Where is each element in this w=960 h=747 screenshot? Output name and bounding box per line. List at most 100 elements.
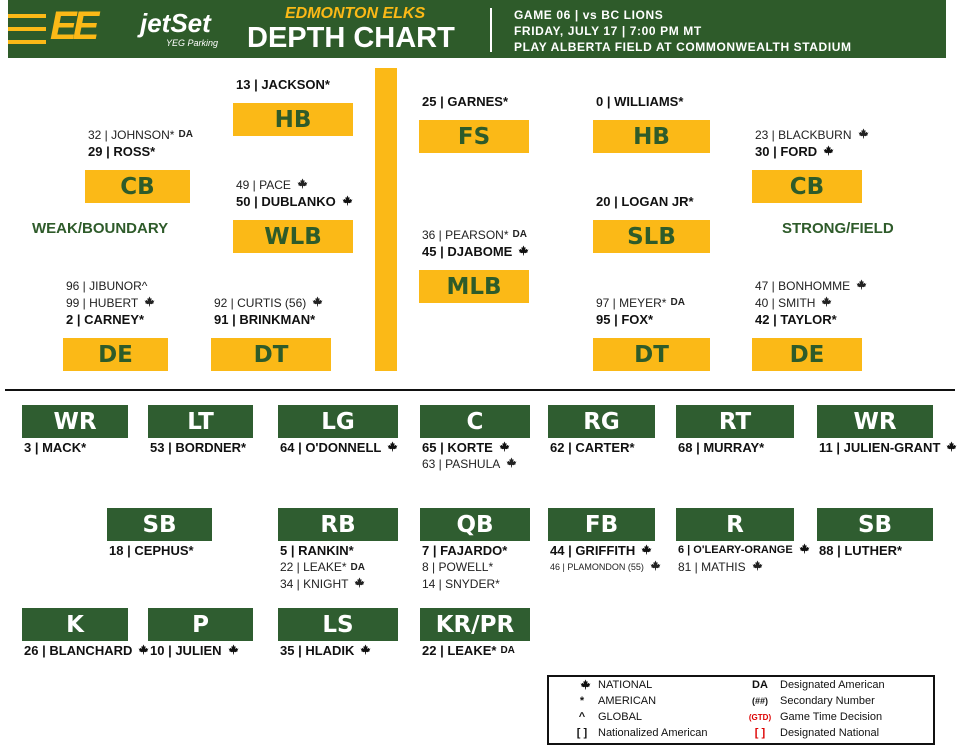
position-box: P	[148, 608, 253, 641]
legend-label: NATIONAL	[598, 679, 653, 691]
player-name: 46 | PLAMONDON (55)	[550, 561, 644, 572]
position-box: WR	[817, 405, 933, 438]
player-name: 64 | O'DONNELL	[280, 440, 382, 455]
player: 96 | JIBUNOR^	[66, 279, 147, 293]
legend-label: Nationalized American	[598, 727, 708, 739]
national-icon	[856, 279, 867, 293]
player-name: 7 | FAJARDO*	[422, 543, 508, 558]
legend-symbol: ^	[578, 711, 586, 723]
legend-symbol: DA	[752, 679, 768, 691]
team-logo: EE	[50, 4, 99, 48]
legend-label: Secondary Number	[780, 695, 875, 707]
national-icon	[228, 643, 239, 658]
player: 99 | HUBERT	[66, 296, 155, 310]
player-name: 8 | POWELL*	[422, 560, 494, 574]
player: 91 | BRINKMAN*	[214, 312, 315, 327]
national-icon	[641, 543, 652, 558]
position-box: C	[420, 405, 530, 438]
position-box: HB	[233, 103, 353, 136]
player: 81 | MATHIS	[678, 560, 763, 574]
player-name: 35 | HLADIK	[280, 643, 355, 658]
legend-label: AMERICAN	[598, 695, 657, 707]
player: 5 | RANKIN*	[280, 543, 354, 558]
position-box: SB	[817, 508, 933, 541]
national-icon	[354, 577, 365, 591]
position-box: R	[676, 508, 794, 541]
national-icon	[799, 543, 810, 557]
player: 3 | MACK*	[24, 440, 86, 455]
player: 95 | FOX*	[596, 312, 653, 327]
player: 47 | BONHOMME	[755, 279, 867, 293]
header-divider	[490, 8, 492, 52]
position-box: CB	[752, 170, 862, 203]
game-venue: PLAY ALBERTA FIELD AT COMMONWEALTH STADI…	[514, 40, 852, 54]
player-tag: DA	[670, 297, 685, 308]
legend-symbol: [ ]	[754, 727, 766, 739]
header-bar	[8, 0, 946, 58]
player-name: 81 | MATHIS	[678, 560, 746, 574]
player-name: 2 | CARNEY*	[66, 312, 145, 327]
national-icon	[499, 440, 510, 455]
position-box: SLB	[593, 220, 710, 253]
national-icon	[821, 296, 832, 310]
national-icon	[946, 440, 957, 455]
position-box: MLB	[419, 270, 529, 303]
header-stripes	[8, 14, 46, 44]
player-name: 36 | PEARSON*	[422, 227, 509, 242]
player-name: 42 | TAYLOR*	[755, 312, 837, 327]
national-icon	[506, 457, 517, 471]
national-icon	[580, 679, 591, 693]
player: 13 | JACKSON*	[236, 77, 330, 92]
player: 62 | CARTER*	[550, 440, 635, 455]
legend-symbol	[562, 679, 602, 693]
national-icon	[518, 244, 529, 259]
player-name: 30 | FORD	[755, 144, 818, 159]
player-name: 68 | MURRAY*	[678, 440, 765, 455]
player: 65 | KORTE	[422, 440, 510, 455]
player-name: 25 | GARNES*	[422, 94, 508, 109]
player: 68 | MURRAY*	[678, 440, 764, 455]
game-date: FRIDAY, JULY 17 | 7:00 PM MT	[514, 24, 702, 38]
player-tag: DA	[512, 229, 527, 240]
position-box: FS	[419, 120, 529, 153]
player: 26 | BLANCHARD	[24, 643, 149, 658]
position-box: K	[22, 608, 128, 641]
national-icon	[752, 560, 763, 574]
player-name: 96 | JIBUNOR^	[66, 279, 148, 293]
national-icon	[858, 128, 869, 142]
position-box: LG	[278, 405, 398, 438]
side-label: WEAK/BOUNDARY	[32, 220, 169, 237]
player-name: 22 | LEAKE*	[422, 643, 497, 658]
player: 97 | MEYER* DA	[596, 296, 685, 310]
position-box: DT	[593, 338, 710, 371]
player-name: 92 | CURTIS (56)	[214, 295, 307, 310]
national-icon	[360, 643, 371, 658]
position-box: DT	[211, 338, 331, 371]
player: 23 | BLACKBURN	[755, 128, 869, 142]
side-label: STRONG/FIELD	[782, 220, 894, 237]
player-name: 14 | SNYDER*	[422, 577, 500, 591]
player-name: 34 | KNIGHT	[280, 577, 349, 591]
legend-symbol: *	[579, 695, 585, 707]
player: 2 | CARNEY*	[66, 312, 144, 327]
player-name: 53 | BORDNER*	[150, 440, 247, 455]
line-of-scrimmage	[375, 68, 397, 371]
player: 63 | PASHULA	[422, 457, 517, 471]
position-box: DE	[63, 338, 168, 371]
game-info: GAME 06 | vs BC LIONS	[514, 8, 664, 22]
player: 7 | FAJARDO*	[422, 543, 507, 558]
player: 92 | CURTIS (56)	[214, 296, 323, 310]
player-name: 44 | GRIFFITH	[550, 543, 636, 558]
player: 46 | PLAMONDON (55)	[550, 560, 661, 573]
player: 53 | BORDNER*	[150, 440, 246, 455]
position-box: RB	[278, 508, 398, 541]
player: 0 | WILLIAMS*	[596, 94, 683, 109]
player-name: 26 | BLANCHARD	[24, 643, 133, 658]
player: 36 | PEARSON* DA	[422, 228, 527, 242]
player: 44 | GRIFFITH	[550, 543, 652, 558]
player-name: 50 | DUBLANKO	[236, 194, 336, 209]
position-box: RG	[548, 405, 655, 438]
player: 22 | LEAKE* DA	[422, 643, 515, 658]
position-box: RT	[676, 405, 794, 438]
position-box: QB	[420, 508, 530, 541]
